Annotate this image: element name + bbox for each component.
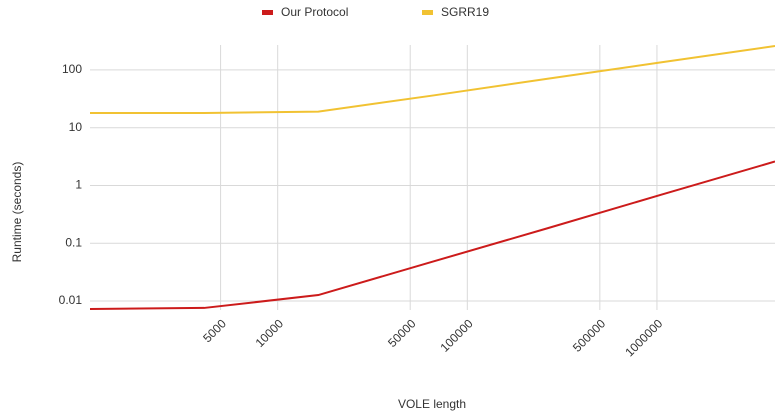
y-tick-label: 0.1 bbox=[65, 235, 82, 249]
y-tick-label: 10 bbox=[69, 120, 83, 134]
series-line bbox=[89, 160, 775, 310]
legend-swatch bbox=[262, 10, 273, 15]
x-axis-title: VOLE length bbox=[398, 397, 466, 411]
x-tick-label: 1000000 bbox=[622, 316, 665, 359]
y-axis-title: Runtime (seconds) bbox=[10, 162, 24, 263]
x-tick-label: 500000 bbox=[570, 316, 608, 354]
x-tick-label: 50000 bbox=[385, 316, 419, 350]
y-tick-label: 0.01 bbox=[59, 293, 83, 307]
x-tick-label: 5000 bbox=[200, 316, 229, 345]
series-line bbox=[90, 45, 775, 114]
x-tick-label: 10000 bbox=[253, 316, 287, 350]
legend-label: Our Protocol bbox=[281, 5, 348, 19]
legend-swatch bbox=[422, 10, 433, 15]
y-tick-label: 100 bbox=[62, 62, 82, 76]
legend-label: SGRR19 bbox=[441, 5, 489, 19]
x-tick-label: 100000 bbox=[437, 316, 475, 354]
y-tick-label: 1 bbox=[75, 178, 82, 192]
